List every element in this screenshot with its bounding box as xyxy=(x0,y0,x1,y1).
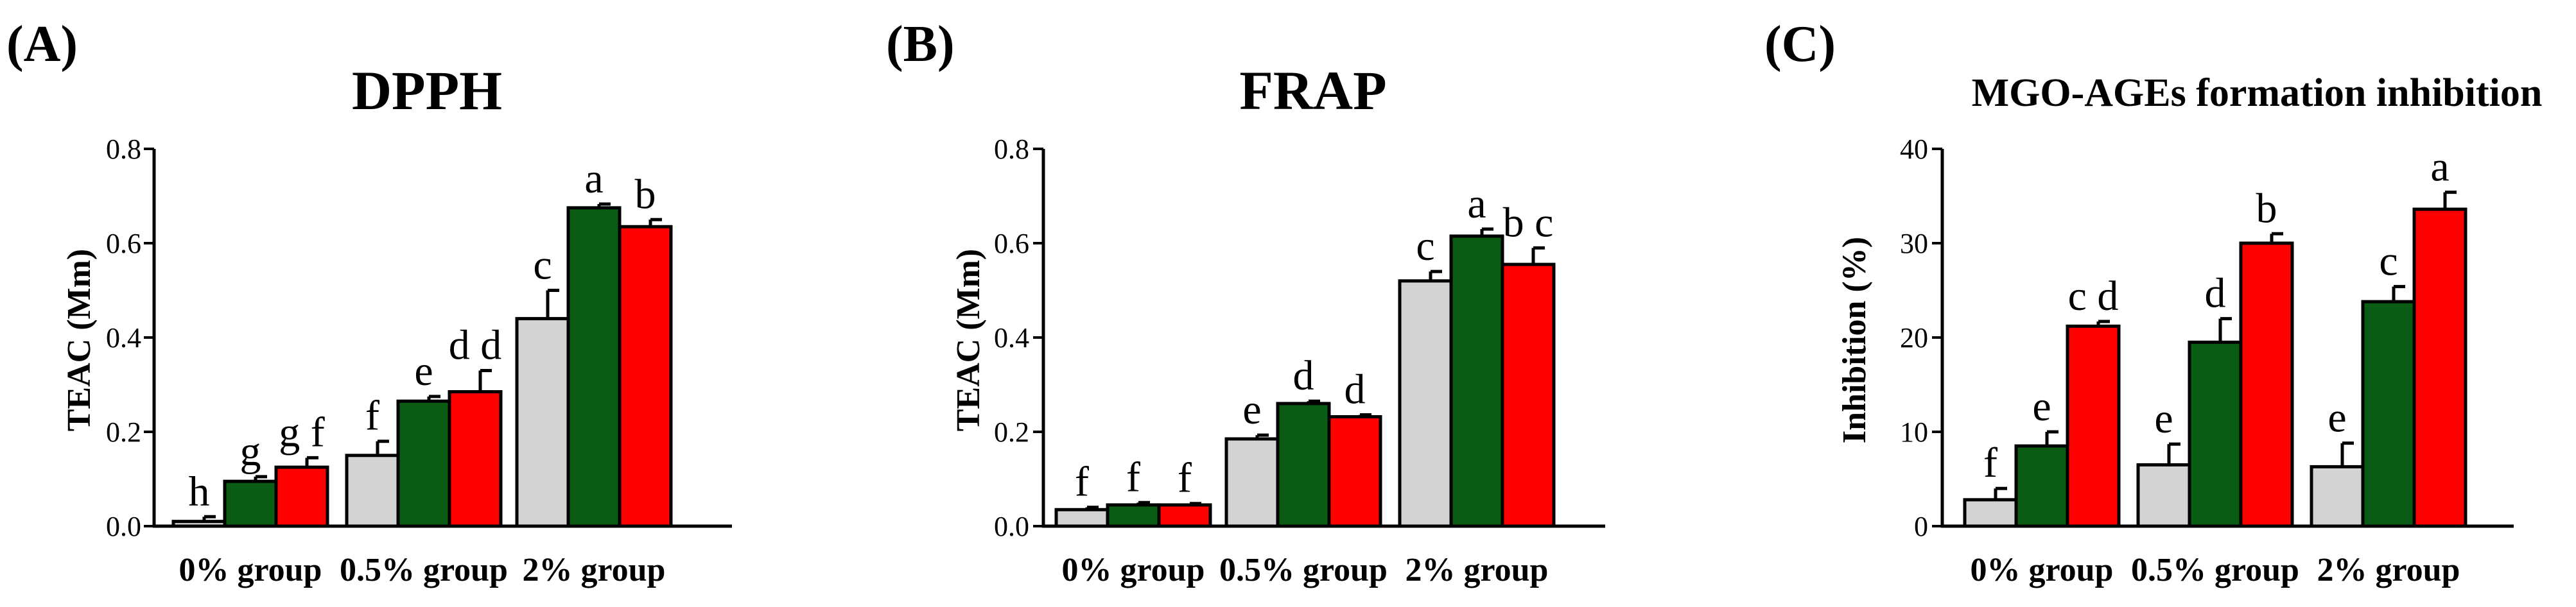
y-tick-label: 0.6 xyxy=(994,228,1029,259)
bar xyxy=(274,465,329,528)
y-tick-label: 20 xyxy=(1900,322,1928,354)
significance-letter: e xyxy=(2032,383,2051,430)
panel-label: (B) xyxy=(886,16,955,73)
bar xyxy=(2361,300,2416,528)
significance-letter: f xyxy=(1075,459,1089,506)
significance-letter: c xyxy=(1416,223,1434,269)
significance-letter: d xyxy=(1345,366,1366,413)
bar xyxy=(2014,444,2069,528)
y-tick-label: 0.0 xyxy=(994,511,1029,542)
bar xyxy=(2136,463,2191,528)
bar xyxy=(1157,503,1212,528)
significance-letter: f xyxy=(365,393,379,440)
x-category-label: 2% group xyxy=(523,552,666,588)
significance-letter: c d xyxy=(2068,273,2119,320)
bar xyxy=(1054,508,1110,528)
bar xyxy=(1398,279,1453,528)
y-tick-label: 0.8 xyxy=(106,133,141,165)
bar xyxy=(345,454,400,528)
significance-letter: f xyxy=(1178,455,1192,502)
bar xyxy=(1963,498,2018,528)
y-tick-label: 0.6 xyxy=(106,228,141,259)
chart-title: MGO-AGEs formation inhibition xyxy=(1972,71,2543,115)
x-category-label: 2% group xyxy=(2317,552,2460,588)
chart-panel-1: (A) DPPH TEAC (Mm) 0.0 0.2 0.4 0.6 0.8 0% group 0… xyxy=(6,16,732,588)
bar xyxy=(515,317,570,528)
significance-letter: a xyxy=(1467,180,1486,227)
y-tick-label: 0.2 xyxy=(106,416,141,448)
significance-letter: e xyxy=(2154,395,2173,442)
x-category-label: 0.5% group xyxy=(1219,552,1388,588)
chart-title: FRAP xyxy=(1239,60,1386,121)
chart-title: DPPH xyxy=(352,60,502,121)
significance-letter: b c xyxy=(1503,199,1554,246)
y-tick-label: 0.2 xyxy=(994,416,1029,448)
y-tick-label: 0.8 xyxy=(994,133,1029,165)
bar xyxy=(2066,324,2121,528)
significance-letter: b xyxy=(2256,185,2277,232)
y-tick-label: 0.4 xyxy=(106,322,141,354)
y-axis-label: TEAC (Mm) xyxy=(950,249,987,432)
significance-letter: f xyxy=(1983,440,1997,486)
bar xyxy=(2310,465,2365,528)
significance-letter: c xyxy=(533,242,552,289)
significance-letter: d xyxy=(2205,270,2226,317)
bar xyxy=(2412,207,2467,528)
y-tick-label: 0 xyxy=(1914,511,1928,542)
significance-letter: a xyxy=(584,155,603,202)
x-category-label: 0% group xyxy=(1971,552,2114,588)
bar xyxy=(171,520,227,528)
bar xyxy=(2188,340,2243,528)
significance-letter: g f xyxy=(279,409,325,456)
significance-letter: b xyxy=(635,171,656,218)
y-tick-label: 0.0 xyxy=(106,511,141,542)
bar xyxy=(1276,402,1331,528)
significance-letter: a xyxy=(2430,144,2449,191)
bar xyxy=(1327,415,1382,528)
bar xyxy=(1224,437,1280,528)
y-axis-label: Inhibition (%) xyxy=(1836,237,1873,443)
bar xyxy=(1501,262,1556,528)
x-category-label: 0% group xyxy=(179,552,322,588)
significance-letter: d xyxy=(1293,352,1314,399)
x-category-label: 2% group xyxy=(1405,552,1549,588)
bar xyxy=(1449,234,1504,528)
bar xyxy=(1106,503,1161,528)
significance-letter: h xyxy=(189,468,210,515)
bar xyxy=(396,399,451,528)
significance-letter: e xyxy=(1242,386,1261,433)
x-category-label: 0% group xyxy=(1062,552,1205,588)
significance-letter: g xyxy=(240,428,261,475)
panel-label: (A) xyxy=(6,16,78,73)
y-tick-label: 10 xyxy=(1900,416,1928,448)
chart-panel-3: (C) MGO-AGEs formation inhibition Inhibiti… xyxy=(1764,16,2542,588)
x-category-label: 0.5% group xyxy=(2131,552,2299,588)
bar xyxy=(618,225,673,528)
y-axis-label: TEAC (Mm) xyxy=(61,249,98,432)
y-tick-label: 30 xyxy=(1900,228,1928,259)
chart-panel-2: (B) FRAP TEAC (Mm) 0.0 0.2 0.4 0.6 0.8 0% group 0… xyxy=(886,16,1605,588)
bar xyxy=(2239,241,2294,528)
significance-letter: c xyxy=(2379,238,2398,285)
x-category-label: 0.5% group xyxy=(340,552,508,588)
y-tick-label: 0.4 xyxy=(994,322,1029,354)
significance-letter: e xyxy=(2328,395,2346,441)
bar xyxy=(223,479,278,528)
significance-letter: f xyxy=(1126,454,1140,500)
significance-letter: e xyxy=(414,348,433,395)
bar xyxy=(566,206,622,528)
panel-label: (C) xyxy=(1764,16,1836,73)
significance-letter: d d xyxy=(449,321,502,368)
bar xyxy=(448,390,503,528)
y-tick-label: 40 xyxy=(1900,133,1928,165)
